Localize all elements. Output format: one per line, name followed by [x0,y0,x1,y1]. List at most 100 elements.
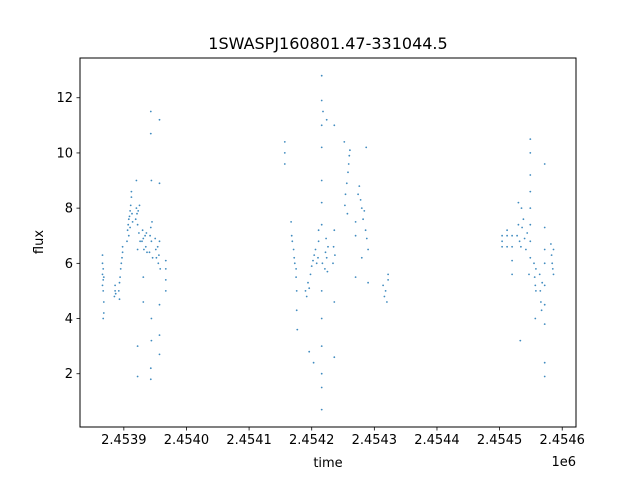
data-point [283,152,286,154]
y-tick-label: 2 [65,367,73,382]
data-point [501,245,503,248]
data-point [365,146,368,149]
data-point [142,301,145,303]
data-point [543,375,546,378]
x-tick-label: 2.4540 [164,433,210,448]
data-point [136,212,138,215]
data-point [158,334,161,336]
data-point [519,339,522,342]
data-point [343,141,346,143]
data-point [150,179,153,182]
data-point [150,240,153,243]
points-layer [101,74,555,411]
data-point [501,240,503,243]
data-point [324,251,327,254]
data-point [121,256,123,259]
data-point [534,317,537,320]
data-point [529,138,532,141]
data-point [541,281,544,284]
data-point [535,290,537,292]
x-axis-label: time [313,456,342,471]
x-tick-label: 2.4539 [101,433,147,448]
data-point [102,301,105,303]
data-point [102,279,105,281]
data-point [529,207,532,210]
data-point [367,281,369,284]
data-point [157,262,160,265]
data-point [526,232,529,234]
data-point [320,179,323,182]
data-point [354,234,357,237]
data-point [320,223,323,226]
data-point [307,281,309,284]
data-point [308,350,311,353]
data-point [325,118,328,121]
data-point [511,234,513,237]
data-point [346,212,349,215]
data-point [525,248,527,251]
data-point [148,251,151,254]
data-point [159,268,162,270]
data-point [295,290,298,292]
data-point [529,190,532,193]
data-point [129,226,132,229]
data-point [312,259,314,262]
data-point [142,276,145,278]
data-point [360,207,363,210]
data-point [518,240,521,243]
data-point [535,268,537,270]
data-point [101,262,104,265]
data-point [348,154,351,157]
data-point [114,284,116,287]
data-point [529,223,532,226]
data-point [119,276,121,278]
data-point [314,248,317,251]
data-point [320,386,323,389]
data-point [345,182,348,185]
data-point [139,240,142,243]
data-point [102,268,105,270]
data-point [522,218,525,221]
data-point [320,124,323,127]
data-point [295,276,297,278]
data-point [151,221,153,223]
data-point [344,193,347,196]
data-point [101,254,104,256]
data-point [127,223,130,226]
data-point [326,270,329,273]
data-point [310,265,313,267]
y-tick-label: 4 [65,312,73,327]
x-offset-label: 1e6 [551,455,576,470]
data-point [528,273,530,276]
data-point [539,290,542,292]
data-point [114,292,117,295]
data-point [533,276,536,278]
data-point [317,256,319,259]
data-point [386,301,388,303]
data-point [320,408,323,411]
data-point [129,210,132,212]
data-point [164,279,167,281]
data-point [304,290,307,292]
data-point [317,240,320,243]
data-point [550,254,553,256]
data-point [320,290,323,292]
data-point [118,298,121,301]
data-point [320,372,323,375]
data-point [333,301,336,303]
data-point [158,240,161,243]
y-tick-label: 6 [65,257,73,272]
data-point [313,254,316,256]
data-point [141,240,143,243]
data-point [320,345,323,347]
data-point [164,259,167,262]
data-point [283,141,286,143]
data-point [102,276,105,278]
data-point [102,317,105,320]
data-point [517,223,520,226]
data-point [130,196,133,199]
x-tick-label: 2.4542 [289,433,335,448]
data-point [290,221,292,223]
